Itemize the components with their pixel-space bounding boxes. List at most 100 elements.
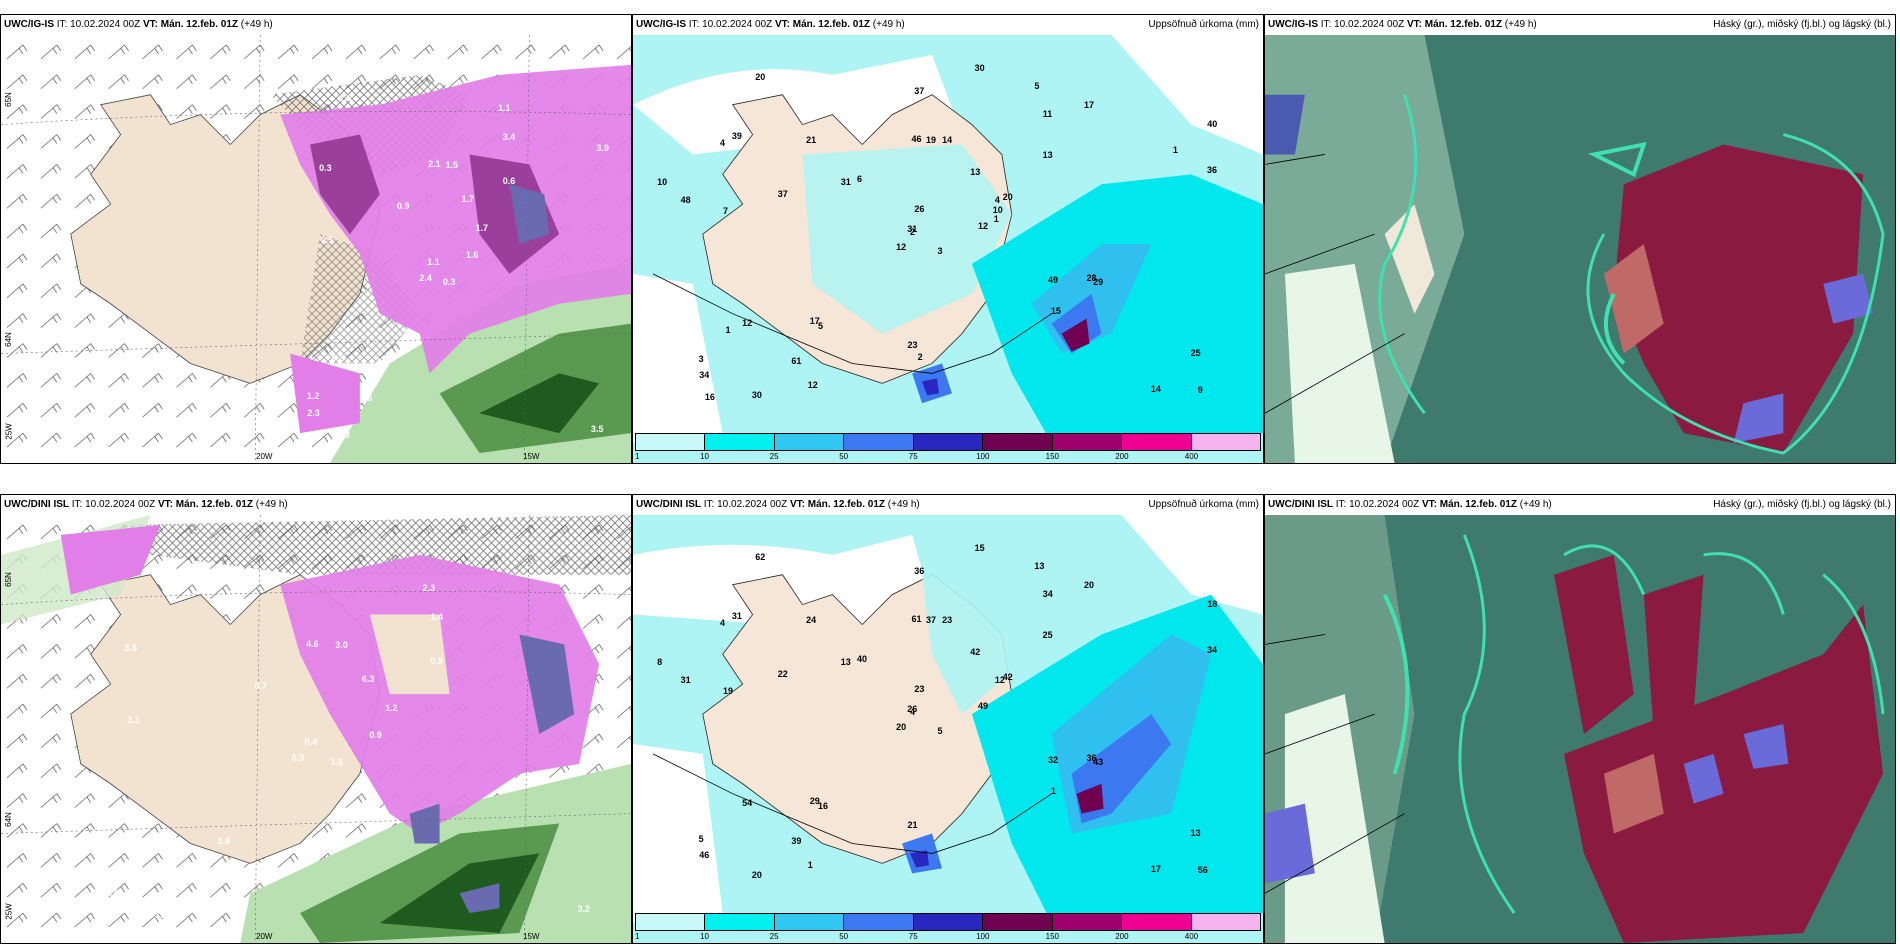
value-label: 49: [1047, 274, 1058, 285]
value-label: 39: [731, 131, 742, 142]
colorbar-swatch: [1122, 434, 1192, 450]
colorbar-swatch: [844, 914, 914, 930]
value-label: 15: [974, 543, 985, 554]
colorbar-swatch: [913, 914, 984, 930]
panel-bottom-right: UWC/DINI ISL IT: 10.02.2024 00Z VT: Mán.…: [1264, 494, 1896, 944]
value-label: 2: [910, 227, 916, 238]
value-label: 2.1: [428, 158, 441, 169]
colorbar-tick-label: 75: [908, 932, 918, 941]
value-label: 26: [914, 204, 925, 215]
value-label: 13: [1042, 150, 1053, 161]
value-label: 31: [907, 223, 918, 234]
lat-label-25w: 25W: [4, 423, 14, 440]
value-label: 31: [731, 611, 742, 622]
value-label: 31: [840, 176, 851, 187]
colorbar: 1 10 25 50 75 100 150 200 400: [635, 913, 1261, 941]
colorbar-swatch: [705, 434, 775, 450]
value-label: 10: [657, 177, 668, 188]
value-label: 1.6: [330, 756, 344, 767]
colorbar-swatch: [1191, 914, 1260, 930]
value-label: 14: [942, 134, 953, 145]
colorbar-swatch: [913, 434, 984, 450]
value-label: 30: [974, 63, 985, 74]
value-label: 1: [1050, 785, 1056, 796]
value-label: 12: [994, 674, 1005, 685]
value-label: 12: [896, 242, 907, 253]
panel-title: UWC/DINI ISL IT: 10.02.2024 00Z VT: Mán.…: [633, 495, 1263, 515]
lon-label-15w: 15W: [523, 452, 540, 461]
value-label: 4: [994, 194, 1000, 205]
value-label: 3: [937, 245, 943, 256]
lat-label-65n: 65N: [3, 572, 13, 587]
value-label: 13: [1190, 827, 1201, 838]
colorbar-tick-label: 100: [976, 452, 990, 461]
value-label: 54: [742, 797, 753, 808]
value-label: 3: [698, 353, 704, 364]
value-label: 40: [856, 654, 867, 665]
value-label: 6.3: [361, 673, 375, 684]
value-label: 1.7: [475, 222, 489, 233]
value-label: 3.8: [124, 642, 138, 653]
value-label: 9: [1197, 384, 1203, 395]
value-label: 29: [809, 795, 820, 806]
value-label: 1: [725, 324, 731, 335]
value-label: 0.6: [359, 393, 373, 404]
value-label: 29: [1093, 276, 1104, 287]
value-label: 3.5: [145, 833, 158, 844]
colorbar-swatch: [774, 434, 845, 450]
precip-map: [633, 35, 1263, 463]
colorbar-tick-label: 150: [1045, 932, 1060, 941]
value-label: 1: [993, 214, 999, 225]
value-label: 1: [807, 860, 813, 871]
value-label: 23: [907, 340, 918, 351]
lat-label-65n: 65N: [3, 92, 13, 107]
panel-bottom-left: UWC/DINI ISL IT: 10.02.2024 00Z VT: Mán.…: [0, 494, 632, 944]
lat-label-64n: 64N: [3, 812, 13, 827]
value-label: 22: [777, 668, 788, 679]
value-label: 37: [777, 188, 788, 199]
value-label: 5: [937, 725, 943, 736]
value-label: 1.8: [217, 836, 230, 847]
value-label: 13: [1034, 561, 1045, 572]
value-label: 18: [1207, 599, 1218, 610]
lat-label-64n: 64N: [3, 332, 13, 347]
colorbar-tick-label: 50: [839, 452, 849, 461]
value-label: 19: [926, 135, 937, 146]
value-label: 37: [914, 85, 925, 96]
colorbar-swatch: [983, 914, 1053, 930]
panel-top-middle: UWC/IG-IS IT: 10.02.2024 00Z VT: Mán. 12…: [632, 14, 1264, 464]
value-label: 12: [978, 220, 989, 231]
panel-title: UWC/DINI ISL IT: 10.02.2024 00Z VT: Mán.…: [1265, 495, 1895, 515]
value-label: 36: [1086, 752, 1097, 763]
value-label: 1.6: [465, 250, 479, 261]
value-label: 39: [791, 835, 802, 846]
value-label: 2: [917, 351, 923, 362]
value-label: 37: [926, 615, 937, 626]
value-label: 0.9: [369, 730, 382, 741]
colorbar-tick-label: 10: [700, 452, 709, 461]
cloud-map: [1265, 515, 1895, 943]
value-label: 3.9: [596, 143, 609, 154]
value-label: 0.3: [291, 753, 305, 764]
value-label: 36: [914, 565, 925, 576]
value-label: 1.1: [497, 102, 511, 113]
value-label: 17: [809, 315, 820, 326]
value-label: 11: [1042, 108, 1053, 119]
value-label: 0.7: [254, 681, 267, 692]
value-label: 0.4: [304, 737, 318, 748]
value-label: 0.9: [430, 656, 444, 667]
value-label: 46: [699, 849, 710, 860]
value-label: 12: [807, 380, 818, 391]
colorbar-tick-label: 25: [769, 932, 779, 941]
value-label: 36: [1207, 165, 1218, 176]
value-label: 20: [1083, 579, 1094, 590]
value-label: 17: [1150, 864, 1161, 875]
value-label: 2.3: [337, 429, 350, 440]
colorbar-tick-label: 1: [635, 452, 640, 461]
value-label: 1.7: [461, 193, 475, 204]
value-label: 0.6: [502, 176, 516, 187]
value-label: 14: [1150, 384, 1161, 395]
value-label: 30: [751, 390, 762, 401]
colorbar-swatch: [983, 434, 1053, 450]
value-label: 3.6: [586, 623, 600, 634]
